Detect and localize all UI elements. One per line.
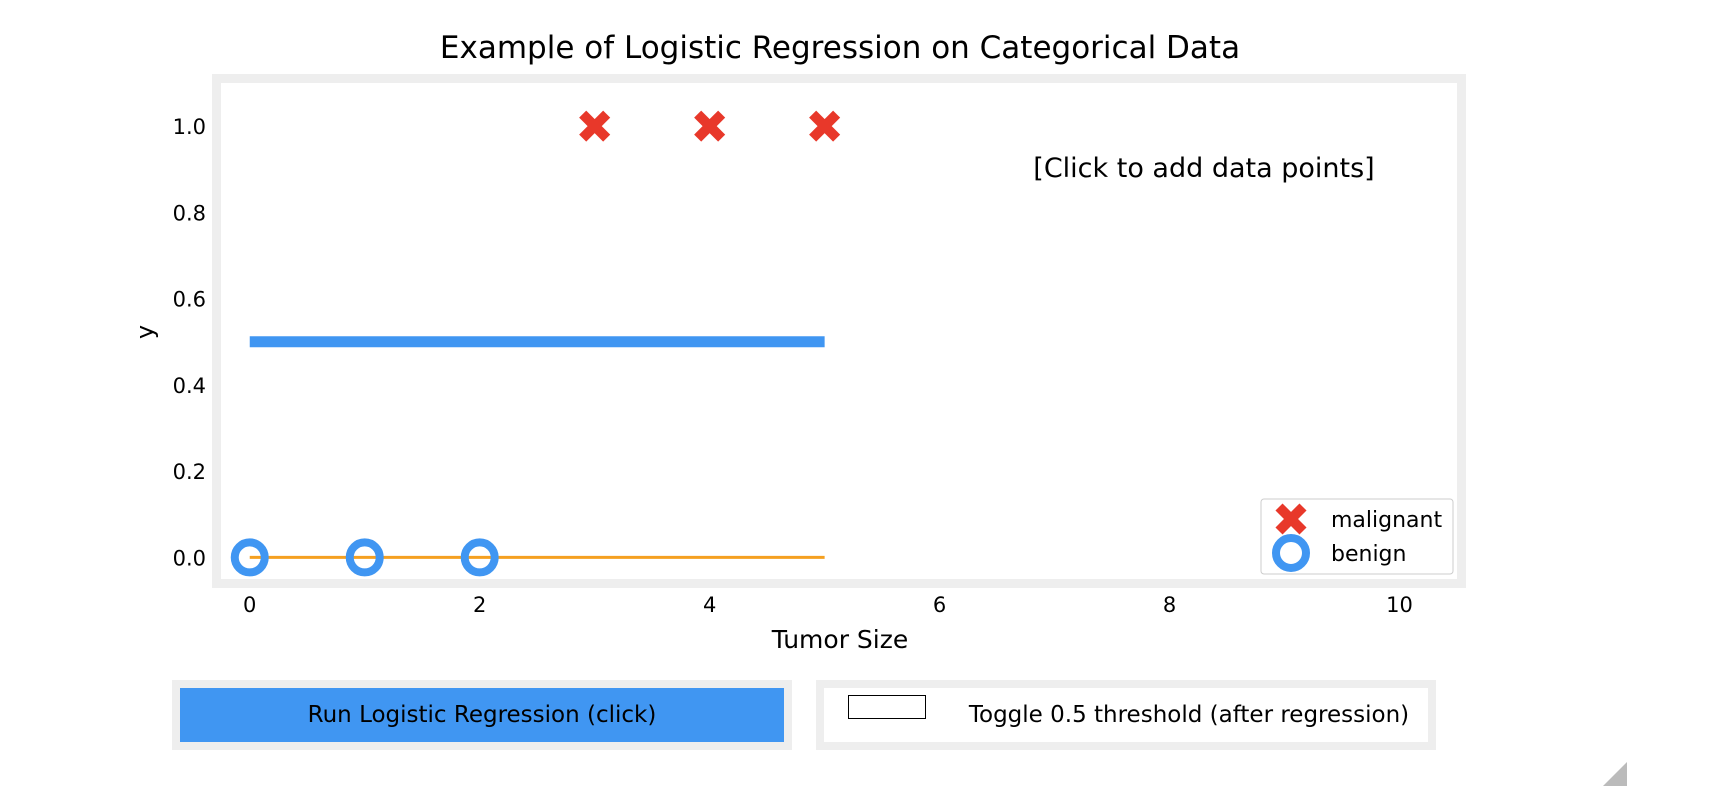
y-tick-label: 0.0 xyxy=(173,546,206,570)
benign-point xyxy=(460,538,499,577)
chart-title: Example of Logistic Regression on Catego… xyxy=(440,30,1240,66)
y-tick-label: 0.2 xyxy=(173,460,206,484)
y-tick-labels: 0.0 0.2 0.4 0.6 0.8 1.0 xyxy=(173,115,206,570)
x-tick-label: 4 xyxy=(703,593,716,617)
legend-malignant-marker xyxy=(1275,503,1307,535)
x-tick-labels: 0 2 4 6 8 10 xyxy=(243,593,1413,617)
checkbox-box[interactable] xyxy=(848,695,926,719)
benign-point xyxy=(230,538,269,577)
malignant-point xyxy=(809,110,841,142)
toggle-threshold-label: Toggle 0.5 threshold (after regression) xyxy=(968,702,1410,728)
y-tick-label: 1.0 xyxy=(173,115,206,139)
x-marker-stroke xyxy=(579,110,611,142)
benign-point xyxy=(345,538,384,577)
y-tick-label: 0.4 xyxy=(173,374,206,398)
x-tick-label: 10 xyxy=(1386,593,1413,617)
malignant-point xyxy=(694,110,726,142)
y-tick-label: 0.8 xyxy=(173,201,206,225)
legend-label: benign xyxy=(1331,542,1406,567)
x-marker-stroke xyxy=(809,110,841,142)
legend-benign-marker xyxy=(1272,534,1310,572)
legend-label: malignant xyxy=(1331,508,1442,533)
run-logistic-regression-label[interactable]: Run Logistic Regression (click) xyxy=(180,688,784,742)
x-tick-label: 0 xyxy=(243,593,256,617)
toggle-threshold-control[interactable]: Toggle 0.5 threshold (after regression) xyxy=(824,688,1428,742)
plot-area[interactable] xyxy=(221,83,1457,579)
x-axis-label: Tumor Size xyxy=(771,625,909,654)
resize-handle-icon[interactable] xyxy=(1603,762,1627,786)
run-logistic-regression-button[interactable]: Run Logistic Regression (click) xyxy=(172,680,792,750)
x-tick-label: 2 xyxy=(473,593,486,617)
x-tick-label: 8 xyxy=(1163,593,1176,617)
data-points xyxy=(230,110,841,577)
y-axis-label: y xyxy=(131,325,159,339)
click-hint-annotation: [Click to add data points] xyxy=(1033,153,1374,184)
legend: malignant benign xyxy=(1260,498,1454,575)
y-tick-label: 0.6 xyxy=(173,288,206,312)
x-marker-stroke xyxy=(1275,503,1307,535)
regression-lines xyxy=(249,336,825,559)
x-marker-stroke xyxy=(694,110,726,142)
toggle-threshold-checkbox[interactable]: Toggle 0.5 threshold (after regression) xyxy=(816,680,1436,750)
x-tick-label: 6 xyxy=(933,593,946,617)
malignant-point xyxy=(579,110,611,142)
